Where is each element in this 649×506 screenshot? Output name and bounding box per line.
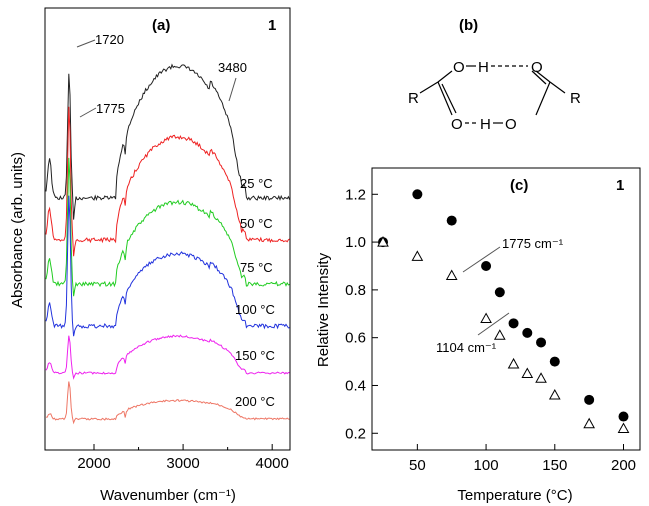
intensity-x-tick-label: 200 (611, 457, 636, 474)
atom-h: H (480, 116, 491, 133)
data-point-1104 (493, 329, 506, 340)
series-label-50: 50 °C (240, 216, 273, 231)
series-label-25: 25 °C (240, 176, 273, 191)
spectrum-line (45, 334, 290, 380)
panel-c-corner-label: 1 (616, 177, 624, 194)
bond (441, 83, 457, 114)
annotation-3480: 3480 (218, 60, 247, 75)
intensity-y-tick-label: 1.2 (345, 186, 366, 203)
intensity-y-tick-label: 0.2 (345, 425, 366, 442)
intensity-panel: 50 100 150 200 0.2 0.4 0.6 0.8 1.0 1.2 (c) 1 1775… (315, 167, 641, 504)
spectra-plot-frame (44, 7, 291, 451)
spectrum-line (45, 195, 290, 337)
data-point-1104 (583, 417, 595, 429)
data-point-1775 (522, 327, 533, 338)
intensity-plot-frame (371, 167, 641, 451)
intensity-x-tick-label: 100 (474, 457, 499, 474)
spectra-y-axis-label: Absorbance (arb. units) (9, 152, 26, 308)
panel-a-corner-label: 1 (268, 17, 276, 34)
bond (549, 81, 566, 94)
annotation-1775: 1775 (96, 101, 125, 116)
intensity-axis-ticks: 50 100 150 200 0.2 0.4 0.6 0.8 1.0 1.2 (345, 186, 636, 474)
intensity-points (377, 189, 630, 433)
spectra-lines (45, 63, 291, 425)
panel-a-label: (a) (152, 17, 170, 34)
data-point-1775 (446, 215, 457, 226)
data-point-1775 (618, 411, 629, 422)
atom-o: O (531, 59, 543, 76)
spectra-x-ticks: 2000 3000 4000 (77, 444, 289, 472)
intensity-y-axis-label: Relative Intensity (315, 252, 332, 367)
panel-b-label: (b) (459, 17, 478, 34)
intensity-y-tick-label: 0.8 (345, 282, 366, 299)
atom-r-left: R (408, 90, 419, 107)
data-point-1775 (494, 287, 505, 298)
atom-o: O (453, 59, 465, 76)
spectrum-line (45, 106, 290, 257)
spectra-x-tick-label: 4000 (255, 455, 288, 472)
data-point-1775 (536, 337, 547, 348)
atom-o: O (451, 116, 463, 133)
data-point-1104 (480, 312, 492, 324)
legend-label-1104: 1104 cm⁻¹ (436, 340, 497, 355)
spectrum-line (45, 381, 290, 425)
data-point-1104 (535, 372, 547, 383)
intensity-x-tick-label: 50 (409, 457, 426, 474)
bond (419, 81, 439, 94)
dimer-structure: (b) R O H O R O H O (408, 17, 581, 133)
series-label-200: 200 °C (235, 394, 275, 409)
data-point-1104 (377, 236, 389, 247)
data-point-1775 (549, 356, 560, 367)
atom-r-right: R (570, 90, 581, 107)
data-point-1775 (584, 394, 595, 405)
annotation-1775-leader (79, 107, 97, 118)
data-point-1775 (481, 260, 492, 271)
spectrum-line (45, 63, 291, 220)
panel-c-label: (c) (510, 177, 528, 194)
spectra-x-axis-label: Wavenumber (cm⁻¹) (100, 487, 236, 504)
bond (531, 70, 547, 85)
data-point-1104 (521, 367, 534, 379)
series-label-100: 100 °C (235, 302, 275, 317)
legend-label-1775: 1775 cm⁻¹ (502, 236, 564, 251)
series-label-75: 75 °C (240, 260, 273, 275)
atom-h: H (478, 59, 489, 76)
series-label-150: 150 °C (235, 348, 275, 363)
bond (535, 70, 551, 83)
bond (437, 81, 453, 116)
atom-o: O (505, 116, 517, 133)
intensity-y-tick-label: 0.6 (345, 330, 366, 347)
annotation-3480-leader (228, 77, 237, 102)
bond (437, 70, 453, 83)
annotation-1720: 1720 (95, 32, 124, 47)
data-point-1104 (507, 357, 520, 369)
data-point-1104 (617, 422, 630, 433)
spectra-x-tick-label: 2000 (77, 455, 110, 472)
data-point-1775 (412, 189, 423, 200)
intensity-x-axis-label: Temperature (°C) (457, 487, 572, 504)
spectrum-line (45, 157, 290, 297)
annotation-1720-leader (76, 39, 96, 48)
spectra-panel: 2000 3000 4000 (a) 1 1720 1775 3480 25 °C … (9, 7, 291, 504)
data-point-1104 (548, 389, 561, 400)
data-point-1775 (508, 318, 519, 329)
data-point-1104 (445, 269, 458, 281)
intensity-y-tick-label: 1.0 (345, 234, 366, 251)
legend-leader-1104 (477, 312, 510, 336)
data-point-1104 (411, 250, 424, 261)
intensity-x-tick-label: 150 (542, 457, 567, 474)
spectra-x-tick-label: 3000 (166, 455, 199, 472)
legend-leader-1775 (462, 246, 501, 273)
intensity-y-tick-label: 0.4 (345, 377, 366, 394)
bond (535, 81, 551, 116)
